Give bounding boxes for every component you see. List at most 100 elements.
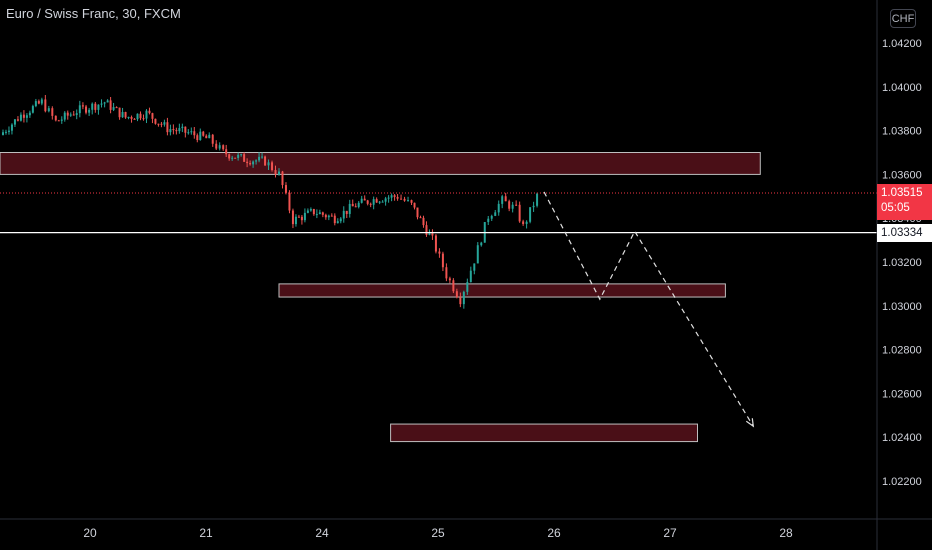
candle-body [321, 212, 324, 215]
candle-body [54, 115, 57, 121]
candle-body [288, 192, 291, 211]
price-tick-label: 1.03800 [882, 126, 922, 138]
candle-body [381, 201, 384, 203]
candle-body [284, 185, 287, 193]
resistance-zone[interactable] [0, 152, 761, 175]
price-axis[interactable]: 1.042001.040001.038001.036001.034001.032… [876, 0, 922, 550]
candle-body [366, 200, 369, 204]
projection-dashed-line[interactable] [543, 191, 754, 427]
candle-body [490, 215, 493, 219]
candle-body [387, 197, 390, 199]
candle-body [390, 195, 393, 198]
time-tick-label: 26 [547, 526, 561, 540]
candle-body [157, 123, 160, 125]
candle-body [476, 245, 479, 264]
candle-body [378, 201, 381, 203]
candle-body [196, 135, 199, 141]
candle-body [243, 154, 246, 162]
candle-body [16, 119, 19, 121]
candle-body [231, 157, 234, 159]
candles-layer [1, 94, 539, 309]
candle-body [264, 156, 267, 166]
target-zone[interactable] [390, 423, 698, 443]
projection-path [543, 191, 755, 428]
price-tick-label: 1.03000 [882, 301, 922, 313]
candle-body [181, 126, 184, 129]
candle-body [274, 170, 277, 175]
candle-body [508, 201, 511, 209]
symbol-title[interactable]: Euro / Swiss Franc, 30, FXCM [6, 6, 181, 21]
candle-body [419, 217, 422, 219]
candle-body [372, 199, 375, 205]
candle-body [19, 114, 22, 121]
candle-body [202, 131, 205, 136]
candle-body [441, 253, 444, 268]
price-tick-label: 1.03200 [882, 257, 922, 269]
candle-body [199, 131, 202, 141]
candle-body [297, 216, 300, 218]
candle-body [225, 149, 228, 155]
support-zone[interactable] [278, 283, 726, 298]
candle-body [294, 216, 297, 225]
candle-body [57, 120, 60, 122]
candle-body [133, 118, 136, 120]
candle-body [184, 126, 187, 133]
candle-body [532, 205, 535, 208]
candle-body [393, 195, 396, 197]
countdown-label: 05:05 [881, 202, 910, 214]
candle-body [445, 267, 448, 279]
candle-body [205, 135, 208, 139]
currency-button[interactable]: CHF [890, 9, 916, 28]
price-tick-label: 1.02600 [882, 388, 922, 400]
candle-body [145, 110, 148, 119]
candle-body [178, 128, 181, 132]
candle-body [466, 282, 469, 292]
candle-body [127, 116, 130, 118]
candle-body [100, 103, 103, 105]
candle-body [151, 113, 154, 119]
candle-body [130, 116, 133, 119]
candle-body [422, 217, 425, 226]
candle-body [139, 113, 142, 119]
candle-body [97, 104, 100, 110]
candle-body [315, 214, 318, 216]
candle-body [13, 119, 16, 125]
candle-body [413, 202, 416, 208]
candle-body [78, 105, 81, 114]
candle-body [354, 206, 357, 208]
candle-body [407, 200, 410, 202]
candle-body [511, 204, 514, 209]
price-tick-label: 1.02800 [882, 345, 922, 357]
candle-body [234, 157, 237, 159]
candle-body [1, 132, 4, 135]
candle-body [193, 131, 196, 136]
candle-body [175, 130, 178, 132]
candle-body [72, 114, 75, 116]
candle-body [281, 171, 284, 186]
candle-body [324, 214, 327, 218]
candle-body [51, 108, 54, 116]
candle-body [497, 203, 500, 213]
candle-body [249, 163, 252, 165]
time-tick-label: 24 [315, 526, 329, 540]
candle-body [115, 107, 118, 109]
candle-body [410, 200, 413, 203]
candle-body [94, 103, 97, 110]
candle-body [363, 198, 366, 201]
candle-body [309, 209, 312, 211]
candle-body [166, 122, 169, 133]
candle-body [501, 196, 504, 204]
candle-body [345, 210, 348, 214]
time-axis[interactable]: 20 21 24 25 26 27 28 [0, 518, 932, 540]
candle-body [91, 103, 94, 110]
candle-body [190, 131, 193, 133]
candle-body [278, 171, 280, 175]
candle-body [318, 212, 321, 215]
candle-body [10, 124, 13, 131]
candle-body [431, 233, 434, 236]
candle-body [237, 154, 240, 158]
time-tick-label: 20 [83, 526, 97, 540]
candle-body [504, 196, 507, 202]
candle-body [228, 154, 231, 159]
